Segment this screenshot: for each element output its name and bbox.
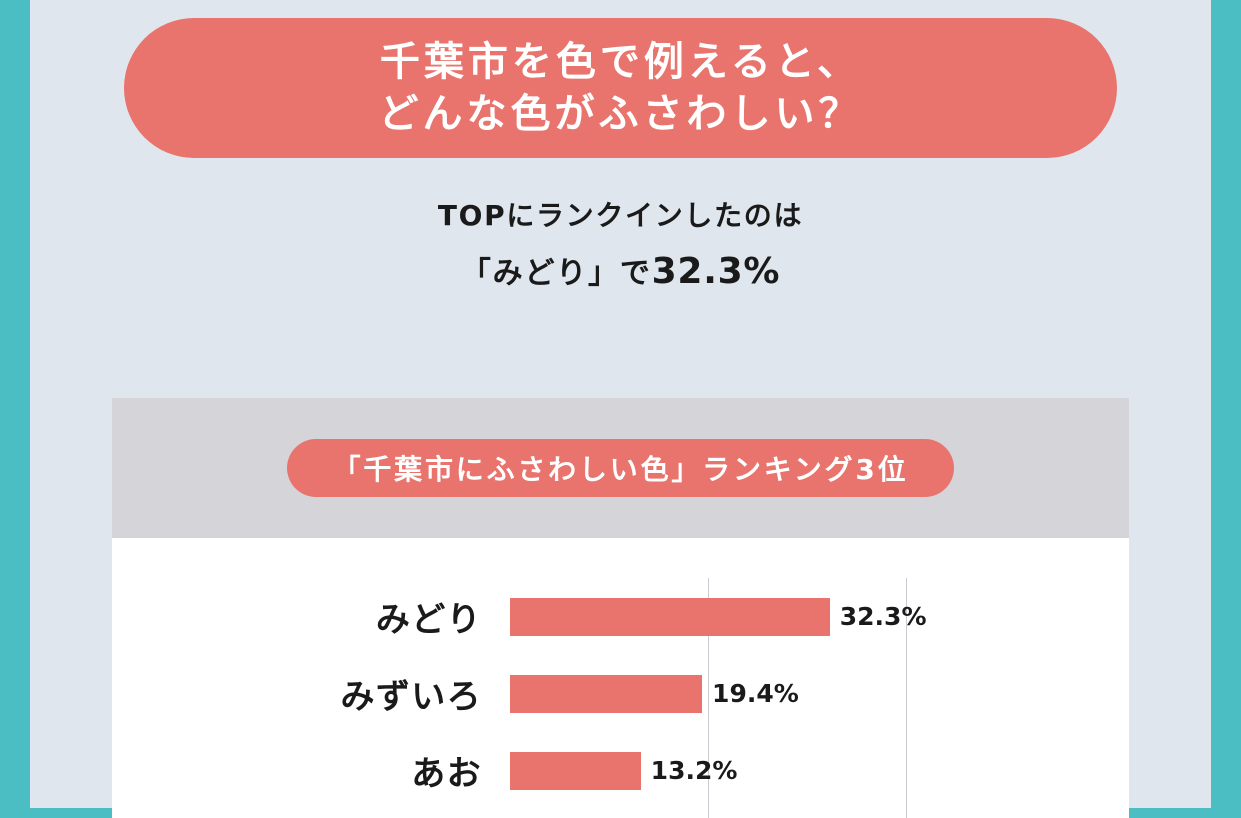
chart-row: みどり 32.3% [112, 578, 1129, 655]
bar-track: 32.3% [510, 597, 927, 636]
intro-text: TOPにランクインしたのは [437, 199, 804, 232]
chart-row: あお 13.2% [112, 732, 1129, 809]
bar-chart: みどり 32.3% みずいろ 19.4% あお 13.2% [112, 538, 1129, 818]
intro-section: TOPにランクインしたのは 「みどり」で32.3% [30, 196, 1211, 298]
bar [510, 597, 830, 636]
gridline [906, 578, 907, 818]
value-label: 13.2% [650, 756, 738, 785]
ranking-badge: 「千葉市にふさわしい色」ランキング3位 [286, 439, 955, 497]
content-area: 千葉市を色で例えると、 どんな色がふさわしい？ TOPにランクインしたのは 「み… [30, 0, 1211, 818]
value-label: 19.4% [712, 679, 799, 708]
ranking-card-header: 「千葉市にふさわしい色」ランキング3位 [112, 398, 1129, 538]
gridline [708, 578, 709, 818]
title-banner: 千葉市を色で例えると、 どんな色がふさわしい？ [124, 18, 1117, 158]
bar [510, 674, 703, 713]
bar-track: 19.4% [510, 674, 906, 713]
bar [510, 751, 641, 790]
page-title-line2: どんな色がふさわしい？ [378, 91, 863, 137]
chart-rows: みどり 32.3% みずいろ 19.4% あお 13.2% [112, 538, 1129, 809]
value-label: 32.3% [839, 602, 927, 631]
bar-track: 13.2% [510, 751, 906, 790]
category-label: あお [411, 754, 482, 794]
intro-result-prefix: 「みどり」で [460, 256, 652, 291]
category-label: みどり [375, 600, 482, 640]
right-edge-bar [1211, 0, 1241, 808]
chart-row: みずいろ 19.4% [112, 655, 1129, 732]
left-edge-bar [0, 0, 30, 808]
page-title-line1: 千葉市を色で例えると、 [379, 39, 862, 85]
intro-result: 「みどり」で32.3% [30, 248, 1211, 298]
category-label: みずいろ [340, 677, 482, 717]
intro-result-value: 32.3% [651, 251, 781, 292]
ranking-card: 「千葉市にふさわしい色」ランキング3位 みどり 32.3% みずいろ 19.4% あお 1… [112, 398, 1129, 818]
chart-grid [510, 578, 907, 818]
